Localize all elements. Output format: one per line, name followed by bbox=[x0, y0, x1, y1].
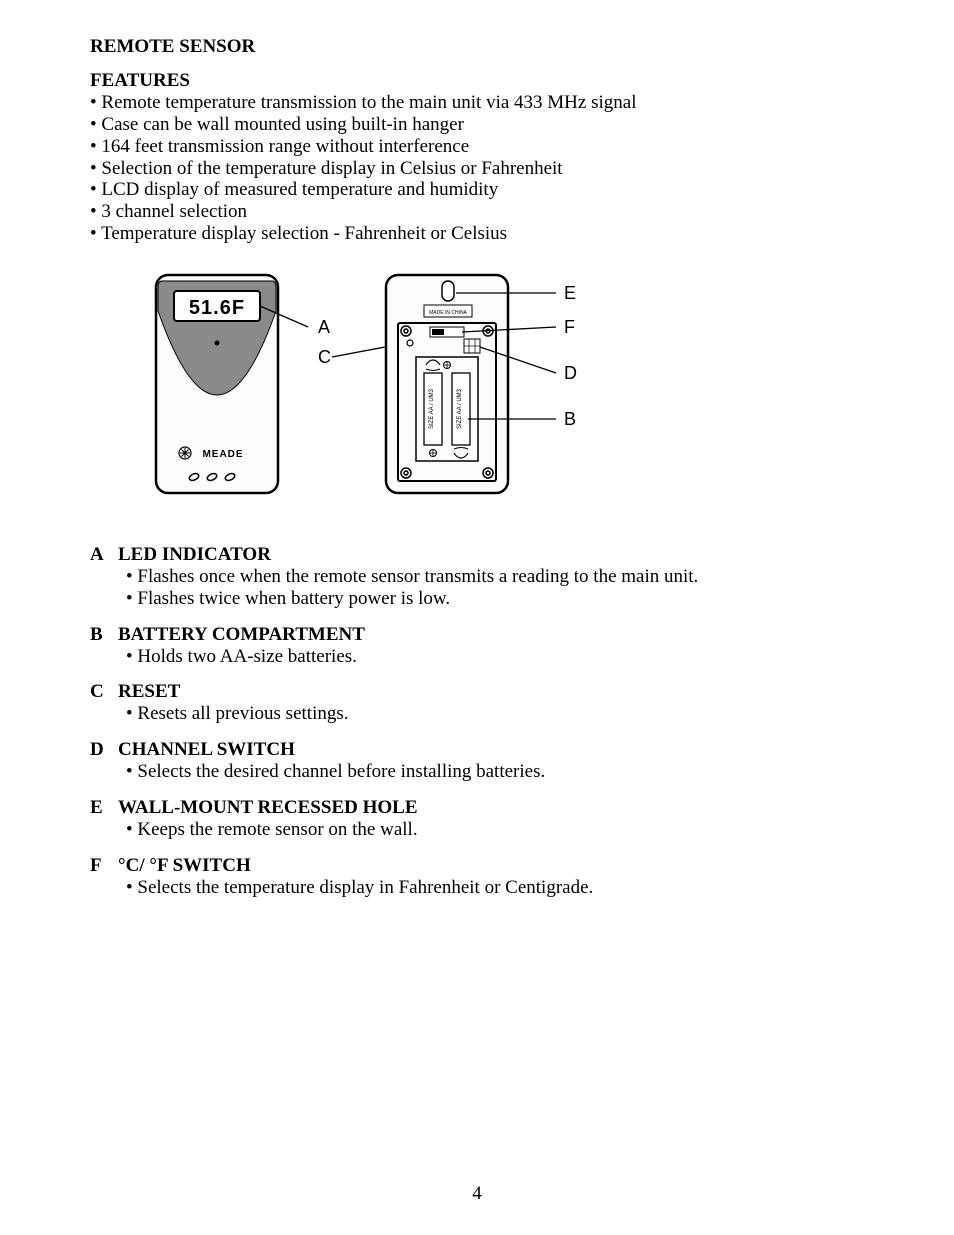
feature-text: 164 feet transmission range without inte… bbox=[101, 136, 469, 157]
definition-item-text: Keeps the remote sensor on the wall. bbox=[137, 819, 417, 840]
definition-block: F°C/ °F SWITCH • Selects the temperature… bbox=[90, 855, 864, 899]
battery-size-label: SIZE AA / UM3 bbox=[429, 388, 435, 429]
definition-item-text: Selects the temperature display in Fahre… bbox=[137, 877, 593, 898]
sensor-diagram: 51.6F MEADE A C bbox=[146, 269, 864, 514]
battery-size-label: SIZE AA / UM3 bbox=[457, 388, 463, 429]
feature-text: Case can be wall mounted using built-in … bbox=[101, 114, 464, 135]
feature-text: LCD display of measured temperature and … bbox=[101, 179, 498, 200]
definitions-list: ALED INDICATOR • Flashes once when the r… bbox=[90, 544, 864, 899]
callout-a-label: A bbox=[318, 317, 330, 337]
lcd-reading: 51.6F bbox=[189, 297, 245, 319]
feature-item: • Remote temperature transmission to the… bbox=[90, 92, 864, 114]
definition-item-text: Flashes once when the remote sensor tran… bbox=[137, 566, 698, 587]
definition-block: EWALL-MOUNT RECESSED HOLE • Keeps the re… bbox=[90, 797, 864, 841]
definition-item: • Holds two AA-size batteries. bbox=[126, 646, 864, 668]
definition-heading: CRESET bbox=[90, 681, 864, 703]
definition-block: ALED INDICATOR • Flashes once when the r… bbox=[90, 544, 864, 610]
definition-name: RESET bbox=[118, 681, 180, 702]
sensor-back-icon: MADE IN CHINA bbox=[386, 275, 508, 493]
definition-letter: E bbox=[90, 797, 118, 819]
made-in-label: MADE IN CHINA bbox=[429, 310, 467, 316]
definition-item: • Flashes once when the remote sensor tr… bbox=[126, 566, 864, 588]
definition-block: DCHANNEL SWITCH • Selects the desired ch… bbox=[90, 739, 864, 783]
definition-item: • Selects the desired channel before ins… bbox=[126, 761, 864, 783]
callout-d-label: D bbox=[564, 363, 577, 383]
definition-heading: ALED INDICATOR bbox=[90, 544, 864, 566]
definition-letter: A bbox=[90, 544, 118, 566]
feature-text: Remote temperature transmission to the m… bbox=[101, 92, 636, 113]
feature-text: 3 channel selection bbox=[101, 201, 247, 222]
definition-name: CHANNEL SWITCH bbox=[118, 739, 295, 760]
definition-item: • Resets all previous settings. bbox=[126, 703, 864, 725]
definition-heading: EWALL-MOUNT RECESSED HOLE bbox=[90, 797, 864, 819]
definition-item-text: Flashes twice when battery power is low. bbox=[137, 588, 450, 609]
definition-item-text: Holds two AA-size batteries. bbox=[137, 646, 357, 667]
callout-e-label: E bbox=[564, 283, 576, 303]
brand-label: MEADE bbox=[202, 449, 243, 460]
sensor-front-icon: 51.6F MEADE bbox=[156, 275, 278, 493]
feature-text: Temperature display selection - Fahrenhe… bbox=[101, 223, 507, 244]
page-number: 4 bbox=[0, 1183, 954, 1205]
definition-letter: D bbox=[90, 739, 118, 761]
definition-name: °C/ °F SWITCH bbox=[118, 855, 251, 876]
definition-heading: BBATTERY COMPARTMENT bbox=[90, 624, 864, 646]
feature-item: • Selection of the temperature display i… bbox=[90, 158, 864, 180]
definition-name: LED INDICATOR bbox=[118, 544, 271, 565]
feature-item: • 164 feet transmission range without in… bbox=[90, 136, 864, 158]
definition-name: WALL-MOUNT RECESSED HOLE bbox=[118, 797, 418, 818]
page-title: REMOTE SENSOR bbox=[90, 36, 864, 58]
callout-f-label: F bbox=[564, 317, 575, 337]
definition-item-text: Selects the desired channel before insta… bbox=[137, 761, 545, 782]
definition-letter: F bbox=[90, 855, 118, 877]
definition-item: • Selects the temperature display in Fah… bbox=[126, 877, 864, 899]
feature-item: • Temperature display selection - Fahren… bbox=[90, 223, 864, 245]
definition-letter: B bbox=[90, 624, 118, 646]
definition-block: CRESET • Resets all previous settings. bbox=[90, 681, 864, 725]
feature-item: • Case can be wall mounted using built-i… bbox=[90, 114, 864, 136]
definition-letter: C bbox=[90, 681, 118, 703]
definition-heading: F°C/ °F SWITCH bbox=[90, 855, 864, 877]
definition-block: BBATTERY COMPARTMENT • Holds two AA-size… bbox=[90, 624, 864, 668]
definition-item-text: Resets all previous settings. bbox=[137, 703, 348, 724]
feature-text: Selection of the temperature display in … bbox=[101, 158, 562, 179]
callout-c-label: C bbox=[318, 347, 331, 367]
definition-name: BATTERY COMPARTMENT bbox=[118, 624, 365, 645]
definition-heading: DCHANNEL SWITCH bbox=[90, 739, 864, 761]
feature-item: • 3 channel selection bbox=[90, 201, 864, 223]
feature-item: • LCD display of measured temperature an… bbox=[90, 179, 864, 201]
features-heading: FEATURES bbox=[90, 70, 864, 92]
definition-item: • Flashes twice when battery power is lo… bbox=[126, 588, 864, 610]
manual-page: REMOTE SENSOR FEATURES • Remote temperat… bbox=[0, 0, 954, 1235]
callout-b-label: B bbox=[564, 409, 576, 429]
definition-item: • Keeps the remote sensor on the wall. bbox=[126, 819, 864, 841]
